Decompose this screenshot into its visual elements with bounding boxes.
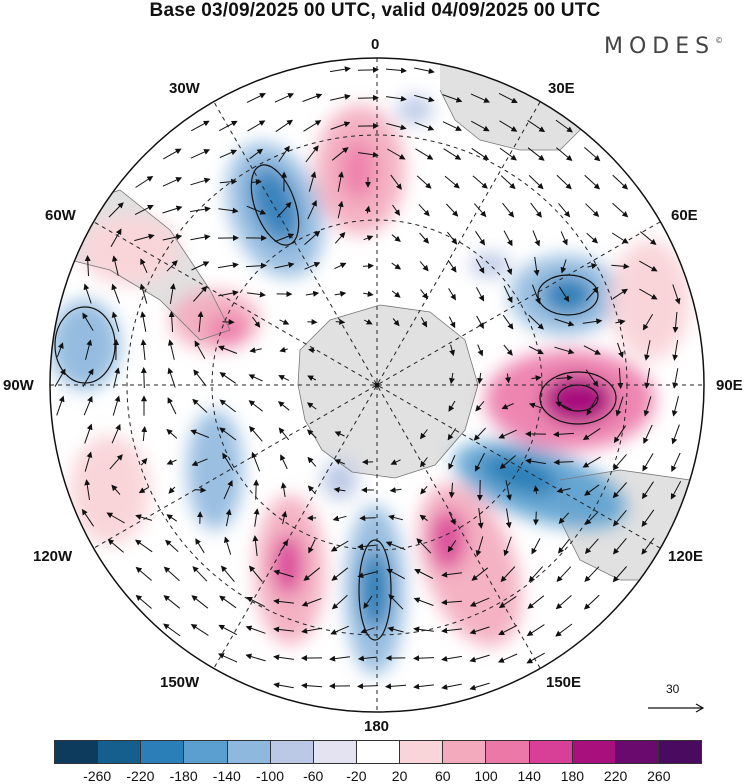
colorbar-tick-label: -180: [170, 768, 198, 784]
label-lon-150e: 150E: [546, 674, 581, 691]
positive-anomaly-east-pacific: [70, 435, 150, 545]
colorbar-segment: [486, 741, 529, 763]
wind-vector-arrow: [358, 98, 378, 99]
wind-vector-arrow: [144, 368, 145, 388]
colorbar-segment: [184, 741, 227, 763]
negative-anomaly-east-atlantic: [397, 96, 433, 124]
wind-vector-arrow: [222, 322, 233, 323]
negative-anomaly-ross-sea: [322, 460, 358, 500]
colorbar-tick-label: -140: [213, 768, 241, 784]
colorbar-tick-label: 220: [604, 768, 627, 784]
colorbar-segment: [55, 741, 98, 763]
colorbar-segment: [400, 741, 443, 763]
colorbar-tick-label: -60: [303, 768, 323, 784]
colorbar-tick-label: -260: [83, 768, 111, 784]
negative-anomaly-west-pacific: [187, 410, 243, 530]
label-lon-90e: 90E: [716, 377, 743, 394]
colorbar-segment: [443, 741, 486, 763]
colorbar-segment: [141, 741, 184, 763]
colorbar-tick-label: -220: [126, 768, 154, 784]
wind-vector-arrow: [360, 518, 375, 519]
colorbar-tick-label: 180: [561, 768, 584, 784]
colorbar-tick-label: 20: [392, 768, 408, 784]
label-lon-150w: 150W: [160, 674, 199, 691]
colorbar-segment: [659, 741, 701, 763]
wind-vector-arrow: [308, 322, 317, 323]
colorbar-tick-label: 140: [518, 768, 541, 784]
colorbar-segment: [530, 741, 573, 763]
label-lon-180: 180: [364, 718, 389, 735]
colorbar-segment: [357, 741, 400, 763]
wind-vector-arrow: [358, 70, 378, 71]
south-pole-marker: [375, 383, 380, 388]
label-lon-0: 0: [371, 36, 379, 53]
positive-anomaly-east-indian-core: [543, 376, 613, 424]
colorbar-tick-label: -20: [346, 768, 366, 784]
colorbar-segment: [228, 741, 271, 763]
label-lon-120w: 120W: [33, 548, 72, 565]
reference-arrow-icon: [646, 694, 708, 734]
label-lon-30e: 30E: [548, 80, 575, 97]
colorbar-segment: [573, 741, 616, 763]
label-lon-90w: 90W: [3, 377, 34, 394]
colorbar-segment: [314, 741, 357, 763]
colorbar-segment: [271, 741, 314, 763]
label-lon-60w: 60W: [45, 207, 76, 224]
positive-anomaly-drake-core: [208, 315, 248, 345]
colorbar-segment: [98, 741, 141, 763]
negative-anomaly-indian-core: [543, 277, 593, 313]
wind-vector-arrow: [536, 512, 537, 525]
positive-anomaly-tasman-core: [430, 510, 466, 570]
label-lon-120e: 120E: [668, 548, 703, 565]
label-lon-60e: 60E: [671, 207, 698, 224]
colorbar: [54, 740, 702, 764]
polar-map: [0, 0, 750, 740]
colorbar-tick-label: 260: [647, 768, 670, 784]
negative-anomaly-south-indian: [470, 253, 510, 277]
negative-anomaly-dateline-core: [360, 550, 390, 630]
label-lon-30w: 30W: [169, 80, 200, 97]
colorbar-tick-label: 100: [474, 768, 497, 784]
colorbar-segment: [616, 741, 659, 763]
colorbar-tick-label: -100: [256, 768, 284, 784]
colorbar-tick-label: 60: [435, 768, 451, 784]
positive-anomaly-south-pacific-core: [273, 535, 303, 595]
